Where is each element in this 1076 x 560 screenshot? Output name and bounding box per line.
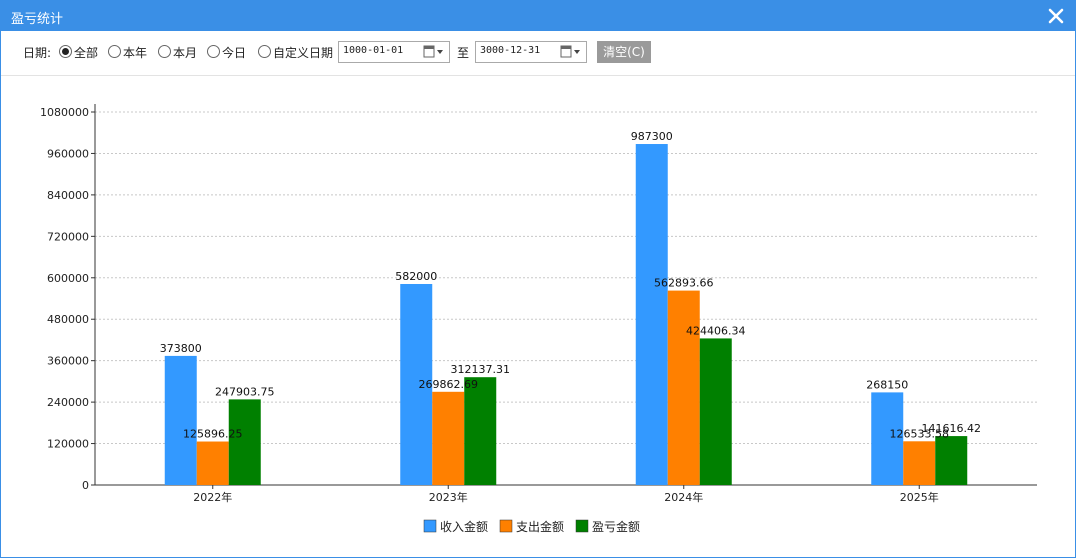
legend-expense-label: 支出金额 (516, 519, 564, 534)
profit-bar (699, 338, 732, 485)
income-bar (400, 283, 433, 485)
bar-chart: 0 120000 240000 360000 480000 600000 720000 840… (40, 104, 1037, 534)
radio-all[interactable]: 全部 (59, 45, 98, 61)
legend-income-swatch (423, 519, 437, 533)
radio-custom-date[interactable]: 自定义日期 (258, 45, 333, 61)
radio-today-label: 今日 (222, 46, 247, 60)
y-tick-label: 240000 (47, 396, 89, 409)
income-bar (871, 392, 904, 485)
y-tick-label: 120000 (47, 438, 89, 451)
expense-bar (196, 441, 229, 485)
legend-profit-swatch (575, 519, 589, 533)
expense-value-label: 269862.69 (419, 378, 479, 391)
legend-expense-swatch (499, 519, 513, 533)
end-date-value: 3000-12-31 (480, 45, 541, 56)
end-date-field[interactable]: 3000-12-31 (475, 41, 587, 63)
radio-today-circle[interactable] (207, 45, 220, 58)
expense-value-label: 126533.58 (890, 427, 950, 440)
start-date-value: 1000-01-01 (343, 45, 404, 56)
profit-value-label: 247903.75 (215, 385, 275, 398)
legend-profit-label: 盈亏金额 (592, 519, 640, 534)
income-bar (164, 355, 197, 485)
start-date-field[interactable]: 1000-01-01 (338, 41, 450, 63)
radio-all-label: 全部 (74, 46, 99, 60)
profit-value-label: 312137.31 (451, 363, 511, 376)
close-icon[interactable] (1045, 5, 1067, 27)
income-bar (635, 144, 668, 485)
income-value-label: 582000 (395, 270, 437, 283)
expense-value-label: 125896.25 (183, 428, 243, 441)
radio-custom-date-circle[interactable] (258, 45, 271, 58)
x-tick-label: 2025年 (900, 490, 939, 504)
expense-bar (903, 441, 936, 485)
calendar-dropdown-icon[interactable] (423, 45, 445, 59)
to-label: 至 (457, 46, 470, 60)
income-value-label: 268150 (866, 378, 908, 391)
radio-custom-date-label: 自定义日期 (273, 46, 334, 60)
legend-income-label: 收入金额 (440, 519, 488, 534)
y-tick-label: 600000 (47, 272, 89, 285)
y-tick-label: 720000 (47, 230, 89, 243)
radio-all-circle[interactable] (59, 45, 72, 58)
profit-bar (464, 377, 497, 485)
profit-bar (935, 436, 968, 485)
expense-bar (432, 391, 465, 485)
y-tick-label: 1080000 (40, 106, 89, 119)
radio-this-year[interactable]: 本年 (108, 45, 147, 61)
y-tick-label: 0 (82, 479, 89, 492)
profit-value-label: 424406.34 (686, 324, 746, 337)
radio-this-year-label: 本年 (123, 46, 148, 60)
radio-this-month-circle[interactable] (158, 45, 171, 58)
date-label: 日期: (23, 46, 52, 60)
y-tick-label: 360000 (47, 355, 89, 368)
radio-this-month[interactable]: 本月 (158, 45, 197, 61)
y-tick-label: 840000 (47, 189, 89, 202)
expense-value-label: 562893.66 (654, 277, 714, 290)
income-value-label: 987300 (631, 130, 673, 143)
x-tick-label: 2023年 (429, 490, 468, 504)
y-tick-label: 960000 (47, 147, 89, 160)
income-value-label: 373800 (160, 342, 202, 355)
title-bar: 盈亏统计 (1, 1, 1075, 31)
expense-bar (667, 290, 700, 485)
calendar-dropdown-icon[interactable] (560, 45, 582, 59)
window-title: 盈亏统计 (11, 12, 64, 27)
chart-area: 0 120000 240000 360000 480000 600000 720000 840… (1, 76, 1075, 557)
x-tick-label: 2024年 (664, 490, 703, 504)
radio-today[interactable]: 今日 (207, 45, 246, 61)
profit-bar (228, 399, 261, 485)
clear-button[interactable]: 清空(C) (597, 41, 651, 63)
x-tick-label: 2022年 (193, 490, 232, 504)
y-tick-label: 480000 (47, 313, 89, 326)
radio-this-month-label: 本月 (173, 46, 198, 60)
filter-toolbar: 日期: 全部 本年 本月 今日 自定义日期 1000-01-01 (1, 31, 1075, 76)
radio-this-year-circle[interactable] (108, 45, 121, 58)
profit-value-label: 141616.42 (922, 422, 982, 435)
